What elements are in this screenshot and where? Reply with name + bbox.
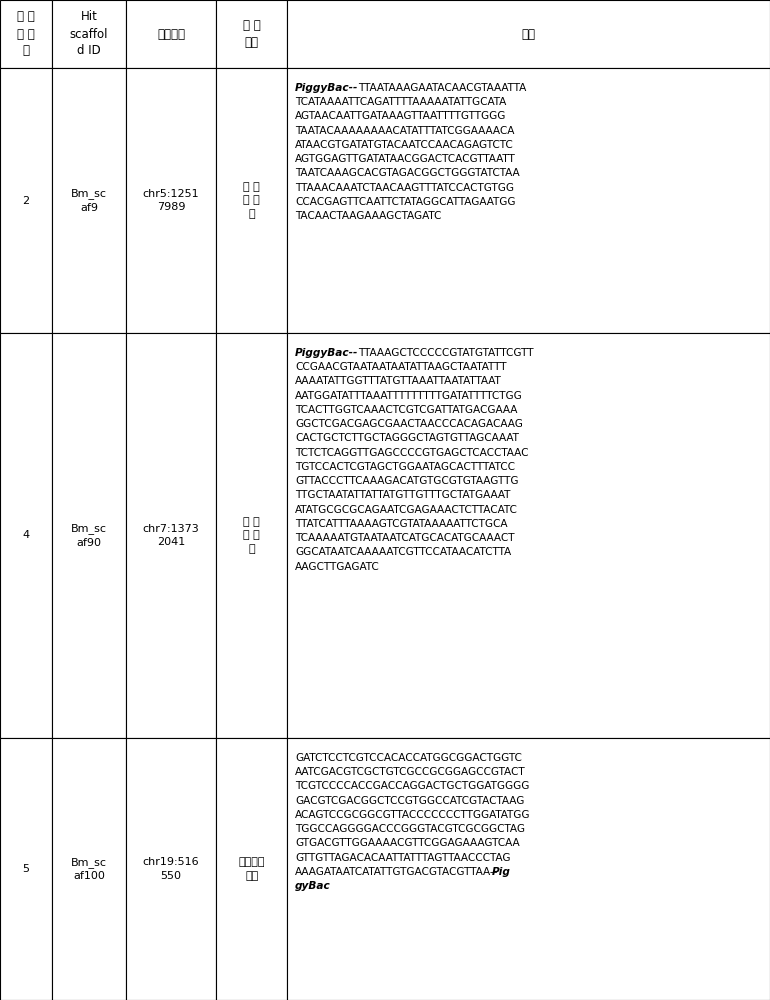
Text: 5: 5 [22,864,30,874]
Text: GTTGTTAGACACAATTATTTAGTTAACCCTAG: GTTGTTAGACACAATTATTTAGTTAACCCTAG [295,853,511,863]
Text: CCGAACGTAATAATAATATTAAGCTAATATTT: CCGAACGTAATAATAATATTAAGCTAATATTT [295,362,507,372]
Text: 插入位置: 插入位置 [157,27,185,40]
Text: TTAAAGCTCCCCCGTATGTATTCGTT: TTAAAGCTCCCCCGTATGTATTCGTT [359,348,534,358]
Text: chr7:1373
2041: chr7:1373 2041 [142,524,199,547]
Text: chr19:516
550: chr19:516 550 [142,857,199,881]
Bar [52,0,126,68]
Bar [52,333,126,738]
Text: ATAACGTGATATGTACAATCCAACAGAGTCTC: ATAACGTGATATGTACAATCCAACAGAGTCTC [295,140,514,150]
Bar [126,68,216,333]
Text: TTATCATTTAAAAGTCGTATAAAАATTCTGCA: TTATCATTTAAAAGTCGTATAAAАATTCTGCA [295,519,507,529]
Bar [0,738,52,1000]
Text: AAGCTTGAGATC: AAGCTTGAGATC [295,562,380,572]
Text: TTGCTAATATTATTATGTTGTTTGCTATGAAAT: TTGCTAATATTATTATGTTGTTTGCTATGAAAT [295,490,511,500]
Bar [0,68,52,333]
Text: ATATGCGCGCAGAATCGAGAAACTCTTACATC: ATATGCGCGCAGAATCGAGAAACTCTTACATC [295,505,518,515]
Text: Hit
scaffol
d ID: Hit scaffol d ID [69,10,108,57]
Bar [216,68,287,333]
Text: PiggyBac--: PiggyBac-- [295,348,359,358]
Text: Bm_sc
af90: Bm_sc af90 [71,523,107,548]
Text: 基 因
间 隔
区: 基 因 间 隔 区 [243,517,260,554]
Text: TCACTTGGTCAAACTCGTCGATTATGACGAAA: TCACTTGGTCAAACTCGTCGATTATGACGAAA [295,405,517,415]
Text: AATGGATATTTAAATTTTTTTTTGATATTTTCTGG: AATGGATATTTAAATTTTTTTTTGATATTTTCTGG [295,391,523,401]
Text: TAATCAAAGCACGTAGACGGCTGGGTATCTAA: TAATCAAAGCACGTAGACGGCTGGGTATCTAA [295,168,520,178]
Bar [216,333,287,738]
Text: AAAATATTGGTTTATGTTAAATTAATATTAAT: AAAATATTGGTTTATGTTAAATTAATATTAAT [295,376,502,386]
Text: 4: 4 [22,530,30,540]
Text: ACAGTCCGCGGCGTTACCCCCCCTTGGATATGG: ACAGTCCGCGGCGTTACCCCCCCTTGGATATGG [295,810,531,820]
Text: 2: 2 [22,196,30,206]
Text: GGCTCGACGAGCGAACTAACCCACAGACAAG: GGCTCGACGAGCGAACTAACCCACAGACAAG [295,419,523,429]
Bar [126,333,216,738]
Text: GATCTCCTCGTCCACACCATGGCGGACTGGTC: GATCTCCTCGTCCACACCATGGCGGACTGGTC [295,753,522,763]
Bar [52,738,126,1000]
Text: TTAATAAAGAATACAACGTAAATTA: TTAATAAAGAATACAACGTAAATTA [359,83,527,93]
Text: TCAAAAATGTAATAATCATGCACATGCAAACT: TCAAAAATGTAATAATCATGCACATGCAAACT [295,533,514,543]
Bar [126,0,216,68]
Text: GGCATAATCAAAAATCGTTCCATAACATCTTA: GGCATAATCAAAAATCGTTCCATAACATCTTA [295,547,511,557]
Bar [287,0,770,68]
Text: Bm_sc
af9: Bm_sc af9 [71,188,107,213]
Text: 转 基
因 品
种: 转 基 因 品 种 [17,10,35,57]
Text: AGTGGAGTTGATATAACGGACTCACGTTAATT: AGTGGAGTTGATATAACGGACTCACGTTAATT [295,154,516,164]
Text: 基 因
间 隔
区: 基 因 间 隔 区 [243,182,260,219]
Text: 基因内含
子区: 基因内含 子区 [239,857,265,881]
Bar [287,738,770,1000]
Text: AAAGATAATCATATTGTGACGTACGTTAA--: AAAGATAATCATATTGTGACGTACGTTAA-- [295,867,499,877]
Text: TGTCCACTCGTAGCTGGAATAGCACTTTATCC: TGTCCACTCGTAGCTGGAATAGCACTTTATCC [295,462,515,472]
Text: TACAACTAAGAAAGCTAGATC: TACAACTAAGAAAGCTAGATC [295,211,441,221]
Text: TCTCTCAGGTTGAGCCCCGTGAGCTCACCTAAC: TCTCTCAGGTTGAGCCCCGTGAGCTCACCTAAC [295,448,529,458]
Bar [126,738,216,1000]
Text: GTGACGTTGGAAAACGTTCGGAGAAAGTCAA: GTGACGTTGGAAAACGTTCGGAGAAAGTCAA [295,838,520,848]
Bar [0,333,52,738]
Text: TAATACAAAAAAAACATATTTATCGGAAAACA: TAATACAAAAAAAACATATTTATCGGAAAACA [295,126,514,136]
Text: TCATAAAATTCAGATTTTAAAAATATTGCATA: TCATAAAATTCAGATTTTAAAAATATTGCATA [295,97,507,107]
Text: GACGTCGACGGCTCCGTGGCCATCGTACTAAG: GACGTCGACGGCTCCGTGGCCATCGTACTAAG [295,796,524,806]
Text: TGGCCAGGGGACCCGGGTACGTCGCGGCTAG: TGGCCAGGGGACCCGGGTACGTCGCGGCTAG [295,824,525,834]
Text: AATCGACGTCGCTGTCGCCGCGGAGCCGTACT: AATCGACGTCGCTGTCGCCGCGGAGCCGTACT [295,767,526,777]
Text: CCACGAGTTCAATTCTATAGGCATTAGAATGG: CCACGAGTTCAATTCTATAGGCATTAGAATGG [295,197,516,207]
Text: TTAAACAAATCTAACAAGTTTATCCACTGTGG: TTAAACAAATCTAACAAGTTTATCCACTGTGG [295,183,514,193]
Bar [287,333,770,738]
Bar [287,68,770,333]
Text: GTTACCCTTCAAAGACATGTGCGTGTAAGTTG: GTTACCCTTCAAAGACATGTGCGTGTAAGTTG [295,476,519,486]
Text: 序列: 序列 [521,27,536,40]
Bar [0,0,52,68]
Text: chr5:1251
7989: chr5:1251 7989 [142,189,199,212]
Text: gyBac: gyBac [295,881,331,891]
Text: 插 入
区域: 插 入 区域 [243,19,261,49]
Bar [216,0,287,68]
Bar [52,68,126,333]
Text: TCGTCCCCACCGACCAGGACTGCTGGATGGGG: TCGTCCCCACCGACCAGGACTGCTGGATGGGG [295,781,530,791]
Text: AGTAACAATTGATAAAGTTAATTTTGTTGGG: AGTAACAATTGATAAAGTTAATTTTGTTGGG [295,111,507,121]
Text: Pig: Pig [491,867,511,877]
Text: PiggyBac--: PiggyBac-- [295,83,359,93]
Text: Bm_sc
af100: Bm_sc af100 [71,857,107,881]
Bar [216,738,287,1000]
Text: CACTGCTCTTGCTAGGGCTAGTGTTAGCAAAT: CACTGCTCTTGCTAGGGCTAGTGTTAGCAAAT [295,433,519,443]
